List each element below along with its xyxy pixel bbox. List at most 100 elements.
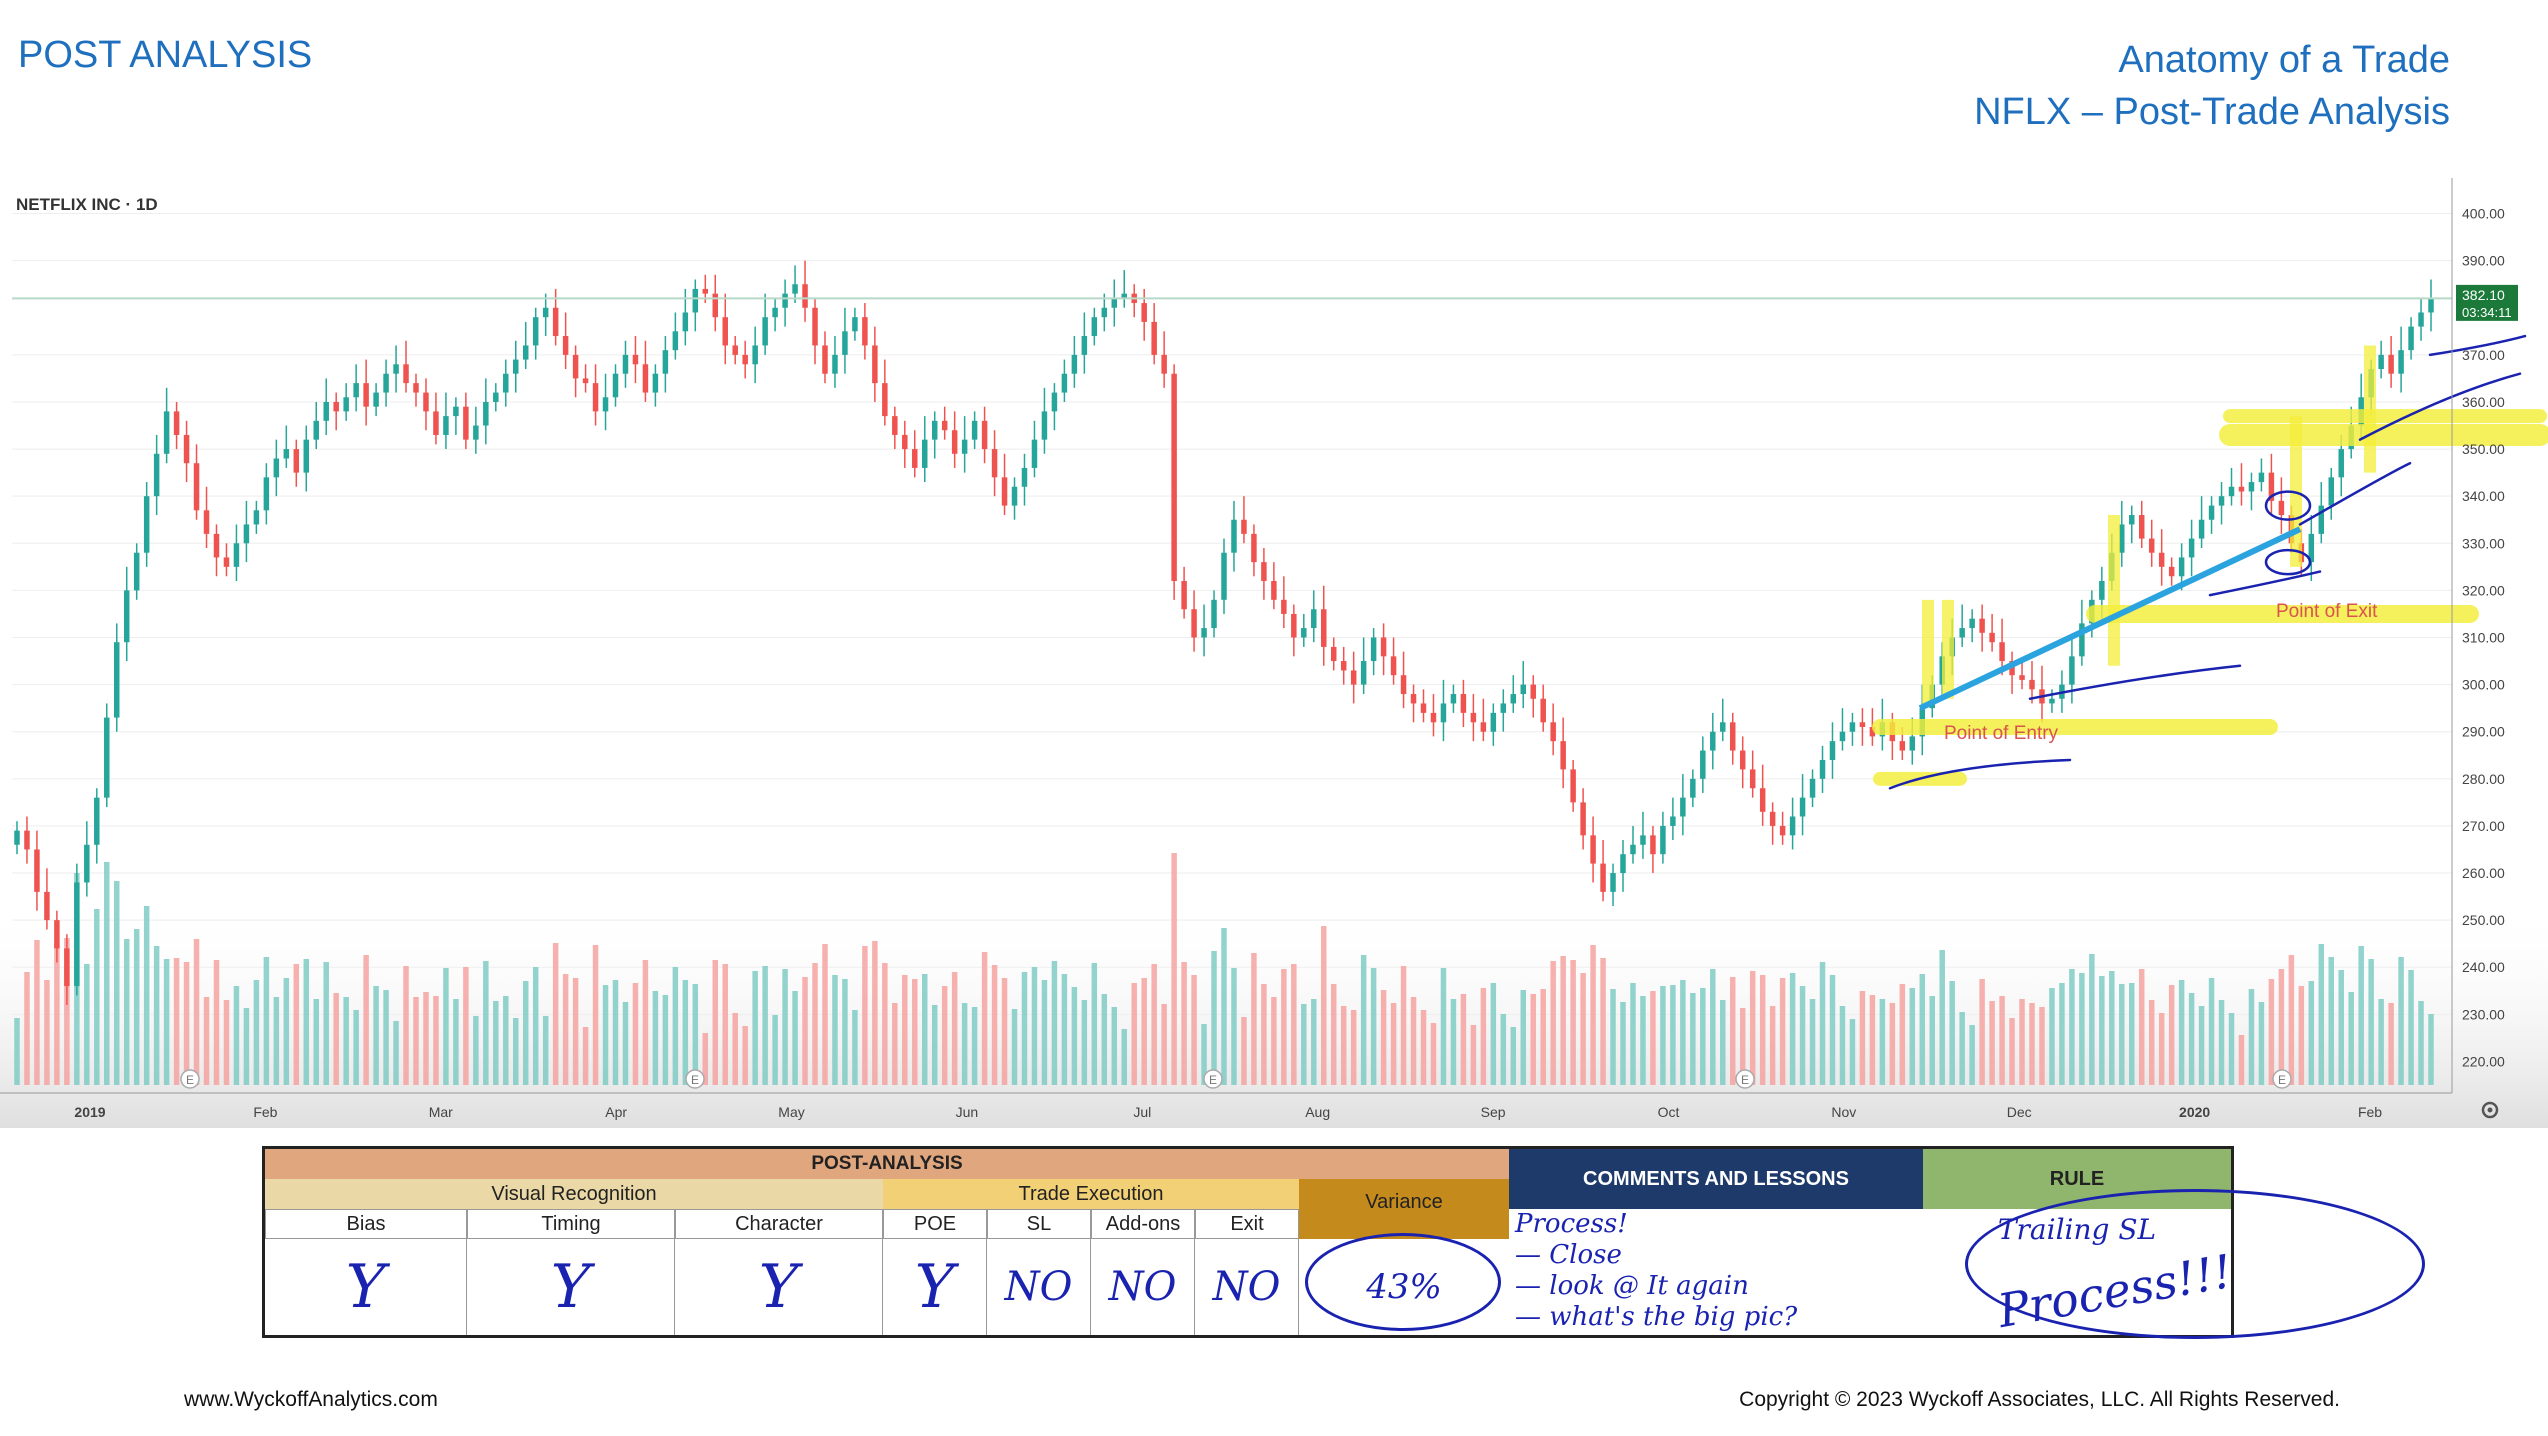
candle-body: [1530, 684, 1536, 699]
candle-body: [2278, 500, 2285, 516]
candle-body: [2198, 519, 2205, 539]
candle-body: [862, 317, 868, 346]
x-tick-label: Dec: [2007, 1104, 2032, 1120]
candle-body: [1510, 694, 1517, 704]
rule-circle: [1965, 1189, 2425, 1339]
volume-bar: [1470, 1025, 1477, 1085]
volume-bar: [632, 983, 639, 1085]
candle: [1500, 689, 1507, 732]
volume-bar: [423, 992, 429, 1085]
volume-bar: [2218, 1000, 2225, 1085]
candle-body: [802, 284, 808, 308]
candle-body: [1101, 307, 1108, 318]
earnings-marker: E: [2272, 1069, 2292, 1089]
column-value: NO: [987, 1239, 1091, 1335]
volume-bar: [1660, 986, 1666, 1085]
volume-bar: [1041, 980, 1048, 1085]
candle-body: [1500, 703, 1507, 713]
candle-body: [1021, 467, 1028, 487]
candle-body: [1321, 609, 1327, 647]
candle: [1251, 524, 1257, 577]
volume-bar: [133, 929, 140, 1085]
visual-recognition-header: Visual Recognition: [265, 1179, 883, 1209]
column-header: Character: [675, 1209, 883, 1239]
candle: [1281, 576, 1287, 629]
volume-bar: [692, 984, 699, 1085]
candle-body: [832, 354, 838, 374]
candle: [672, 312, 679, 360]
volume-bar: [14, 1018, 20, 1085]
candle: [892, 406, 898, 450]
candle-body: [313, 420, 319, 440]
volume-bar: [363, 955, 369, 1085]
candle: [1700, 736, 1706, 793]
candle: [373, 383, 379, 417]
candle-body: [74, 882, 80, 987]
pa-title: POST-ANALYSIS: [265, 1149, 1509, 1179]
candle: [2029, 661, 2035, 704]
candle-body: [1570, 769, 1576, 803]
volume-bar: [2178, 980, 2185, 1085]
candle-body: [642, 364, 649, 393]
candle: [233, 524, 240, 581]
pen-stroke: [2298, 461, 2412, 526]
comments-list: Process! — Close — look @ It again — what's…: [1515, 1209, 1915, 1335]
volume-bar: [1480, 988, 1487, 1085]
candle: [2398, 326, 2404, 393]
candle-body: [692, 288, 699, 313]
volume-bar: [433, 996, 439, 1085]
volume-bar: [1979, 979, 1985, 1085]
candle-body: [912, 449, 918, 468]
volume-bar: [1450, 999, 1457, 1085]
candle-body: [632, 354, 639, 365]
candle: [1650, 825, 1656, 874]
candle-body: [1779, 825, 1786, 836]
volume-bar: [503, 996, 509, 1085]
x-tick-label: Oct: [1658, 1104, 1680, 1120]
candle: [1141, 288, 1147, 341]
candle: [1151, 303, 1157, 365]
candle-body: [762, 317, 768, 346]
volume-bar: [2138, 969, 2145, 1085]
volume-bar: [1380, 990, 1387, 1085]
candle: [1839, 708, 1846, 751]
candle: [652, 364, 659, 407]
volume-bar: [902, 975, 908, 1085]
candle-body: [153, 453, 160, 497]
volume-bar: [2228, 1013, 2235, 1085]
volume-bar: [1799, 986, 1806, 1085]
candle: [1570, 759, 1576, 812]
candle-body: [752, 345, 758, 365]
candle: [1550, 703, 1556, 756]
candle-body: [1480, 722, 1487, 732]
volume-bar: [1540, 989, 1546, 1085]
volume-bar: [572, 978, 579, 1085]
candle: [423, 378, 429, 431]
volume-bar: [173, 958, 180, 1085]
volume-bar: [1680, 980, 1686, 1085]
candle-body: [1520, 684, 1527, 695]
volume-bar: [104, 862, 110, 1085]
volume-bar: [822, 944, 828, 1085]
candle: [1051, 383, 1058, 431]
volume-bar: [782, 969, 788, 1085]
candle: [1670, 797, 1676, 841]
candle: [542, 293, 549, 337]
candle: [1759, 764, 1766, 826]
candle: [493, 383, 499, 412]
candle: [1490, 703, 1497, 746]
volume-bar: [1670, 985, 1676, 1085]
footer-website: www.WyckoffAnalytics.com: [184, 1388, 438, 1411]
column-header: Bias: [265, 1209, 467, 1239]
settings-gear-icon[interactable]: [2481, 1101, 2499, 1119]
volume-bar: [1340, 1006, 1347, 1085]
candle-body: [413, 383, 419, 393]
volume-bar: [2238, 1035, 2245, 1085]
candle-body: [1630, 844, 1636, 855]
volume-bar: [1520, 990, 1527, 1085]
last-price-bg: [2456, 284, 2518, 321]
volume-bar: [602, 985, 609, 1085]
volume-bar: [403, 966, 409, 1085]
volume-bar: [1819, 962, 1826, 1085]
candle: [413, 373, 419, 407]
